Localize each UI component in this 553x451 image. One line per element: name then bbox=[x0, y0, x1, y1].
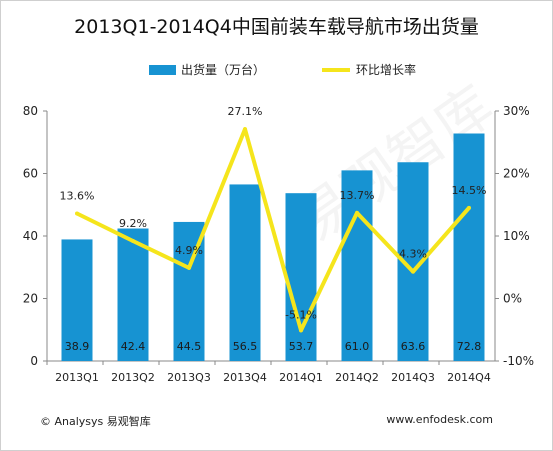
growth-value-label: 4.9% bbox=[175, 244, 203, 257]
bar-value-label: 38.9 bbox=[65, 340, 90, 353]
bar bbox=[341, 170, 373, 361]
y-right-tick-label: 20% bbox=[503, 167, 530, 181]
bar-value-label: 44.5 bbox=[177, 340, 202, 353]
growth-value-label: 4.3% bbox=[399, 248, 427, 261]
growth-point bbox=[131, 239, 135, 243]
growth-point bbox=[299, 328, 303, 333]
growth-value-label: -5.1% bbox=[285, 308, 317, 321]
bar-value-label: 53.7 bbox=[289, 340, 314, 353]
growth-point bbox=[467, 205, 471, 210]
bar-value-label: 42.4 bbox=[121, 340, 146, 353]
growth-value-label: 27.1% bbox=[228, 105, 263, 118]
growth-value-label: 13.6% bbox=[60, 190, 95, 203]
growth-value-label: 14.5% bbox=[452, 184, 487, 197]
bar-value-label: 61.0 bbox=[345, 340, 370, 353]
y-left-tick-label: 60 bbox=[23, 167, 38, 181]
legend-bar-label: 出货量（万台） bbox=[181, 62, 265, 77]
bar-value-label: 72.8 bbox=[457, 340, 482, 353]
bar bbox=[117, 228, 149, 361]
growth-point bbox=[355, 210, 359, 215]
y-left-tick-label: 40 bbox=[23, 229, 38, 243]
y-right-tick-label: 30% bbox=[503, 104, 530, 118]
legend-bar-swatch bbox=[149, 65, 176, 75]
x-tick-label: 2013Q4 bbox=[223, 371, 267, 384]
x-tick-label: 2014Q4 bbox=[447, 371, 491, 384]
x-tick-label: 2014Q2 bbox=[335, 371, 379, 384]
y-right-tick-label: -10% bbox=[503, 354, 534, 368]
legend-line-label: 环比增长率 bbox=[356, 62, 416, 77]
x-tick-label: 2013Q3 bbox=[167, 371, 211, 384]
bar-value-label: 56.5 bbox=[233, 340, 258, 353]
y-left-tick-label: 0 bbox=[30, 354, 38, 368]
y-right-tick-label: 10% bbox=[503, 229, 530, 243]
growth-point bbox=[411, 269, 415, 274]
growth-point bbox=[243, 127, 247, 132]
growth-value-label: 13.7% bbox=[340, 189, 375, 202]
growth-point bbox=[187, 265, 191, 270]
x-tick-label: 2013Q1 bbox=[55, 371, 99, 384]
bar bbox=[61, 239, 93, 361]
y-left-tick-label: 80 bbox=[23, 104, 38, 118]
x-tick-label: 2013Q2 bbox=[111, 371, 155, 384]
bar bbox=[453, 133, 485, 361]
bar bbox=[285, 193, 317, 361]
x-tick-label: 2014Q3 bbox=[391, 371, 435, 384]
growth-line bbox=[76, 127, 471, 333]
y-left-tick-label: 20 bbox=[23, 292, 38, 306]
copyright-footer: © Analysys 易观智库 bbox=[40, 415, 151, 428]
x-tick-label: 2014Q1 bbox=[279, 371, 323, 384]
bar-value-label: 63.6 bbox=[401, 340, 426, 353]
growth-value-label: 9.2% bbox=[119, 217, 147, 230]
website-footer: www.enfodesk.com bbox=[386, 413, 493, 426]
growth-point bbox=[75, 211, 79, 216]
bar bbox=[229, 184, 261, 361]
y-right-tick-label: 0% bbox=[503, 292, 522, 306]
chart-title: 2013Q1-2014Q4中国前装车载导航市场出货量 bbox=[74, 16, 479, 38]
